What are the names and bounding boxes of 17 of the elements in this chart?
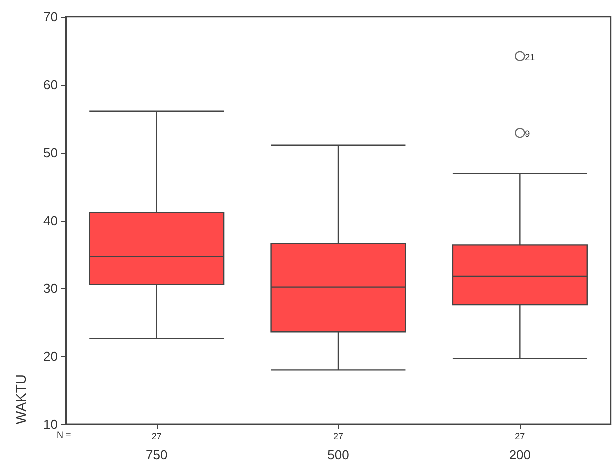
text: 27 — [515, 432, 526, 442]
y-tick-label: 60 — [44, 77, 58, 92]
text: 27 — [152, 432, 162, 442]
text: 27 — [333, 432, 344, 442]
y-tick-label: 30 — [44, 281, 58, 296]
x-tick-label: 750 — [146, 448, 168, 462]
y-tick-label: 40 — [44, 213, 58, 228]
y-tick-label: 10 — [44, 417, 58, 432]
y-tick-label: 70 — [44, 10, 58, 24]
x-tick-label: 500 — [328, 448, 350, 462]
annotation: 9 — [525, 129, 530, 140]
x-tick-label: 200 — [509, 448, 532, 462]
y-tick-label: 20 — [44, 349, 58, 364]
y-tick-label: 50 — [44, 145, 58, 160]
text: N = — [57, 430, 72, 440]
annotation: 21 — [525, 52, 536, 62]
y-axis-title: WAKTU — [13, 374, 29, 424]
